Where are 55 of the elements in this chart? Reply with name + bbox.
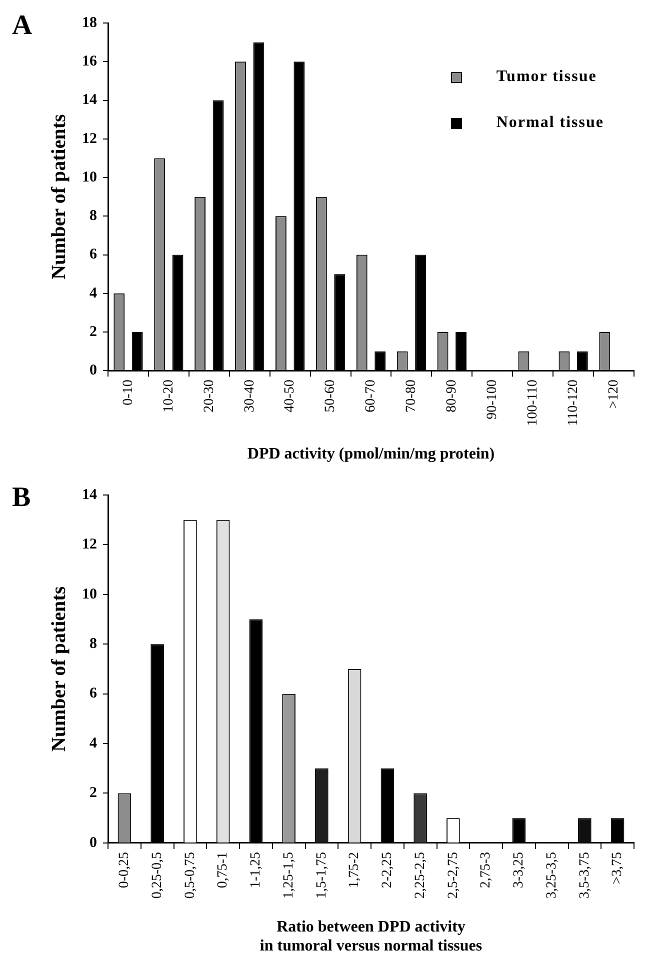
- y-tick-label: 0: [90, 362, 97, 379]
- x-tick-label: 3,25-3,5: [544, 852, 560, 899]
- legend-label: Normal tissue: [496, 114, 604, 132]
- x-tick-label: 100-110: [526, 380, 541, 426]
- x-tick-label: 2,75-3: [478, 852, 494, 888]
- legend-label: Tumor tissue: [496, 68, 597, 86]
- y-tick-label: 4: [90, 285, 98, 302]
- x-tick-label: 3-3,25: [512, 852, 527, 888]
- x-tick-label: 40-50: [282, 380, 298, 412]
- x-tick-label: 0-10: [120, 380, 136, 406]
- y-tick-label: 14: [82, 92, 98, 108]
- x-tick-label: 0-0,25: [117, 852, 132, 888]
- y-tick-label: 6: [90, 246, 98, 263]
- y-tick-label: 0: [90, 834, 97, 851]
- x-tick-label: 1,5-1,75: [314, 852, 330, 899]
- x-tick-label: 0,75-1: [216, 852, 231, 888]
- y-axis-title: Number of patients: [48, 114, 70, 280]
- chart-title: B: [12, 482, 31, 514]
- y-tick-label: 8: [90, 208, 97, 224]
- y-axis-title: Number of patients: [48, 586, 70, 752]
- x-tick-label: 50-60: [323, 380, 338, 412]
- y-tick-label: 10: [82, 169, 97, 186]
- y-tick-label: 14: [82, 486, 98, 503]
- y-tick-label: 2: [90, 324, 97, 340]
- x-tick-label: 30-40: [242, 380, 258, 412]
- x-tick-label: >120: [606, 380, 622, 409]
- y-tick-label: 12: [82, 130, 97, 147]
- y-tick-label: 4: [90, 735, 98, 752]
- x-tick-label: >3,75: [610, 852, 626, 884]
- x-tick-label: 2,5-2,75: [446, 852, 461, 899]
- x-axis-title: DPD activity (pmol/min/mg protein): [247, 446, 495, 463]
- y-tick-label: 12: [82, 536, 97, 553]
- x-tick-label: 1-1,25: [248, 852, 264, 888]
- y-tick-label: 16: [82, 54, 98, 70]
- y-tick-label: 2: [90, 785, 97, 802]
- x-tick-label: 80-90: [444, 380, 460, 412]
- x-tick-label: 20-30: [202, 380, 217, 412]
- x-tick-label: 110-120: [566, 380, 581, 426]
- x-tick-label: 90-100: [485, 380, 500, 420]
- x-tick-label: 1,25-1,5: [281, 852, 296, 899]
- y-tick-label: 10: [82, 586, 97, 602]
- x-tick-label: 0,25-0,5: [150, 852, 165, 899]
- x-tick-label: 3,5-3,75: [577, 852, 592, 899]
- x-tick-label: 2-2,25: [380, 852, 396, 888]
- y-tick-label: 18: [82, 14, 97, 31]
- x-tick-label: 2,25-2,5: [412, 852, 428, 899]
- x-tick-label: 1,75-2: [347, 852, 362, 888]
- y-tick-label: 8: [90, 636, 97, 652]
- x-tick-label: 0,5-0,75: [182, 852, 198, 899]
- chart-title: A: [12, 10, 32, 42]
- x-axis-title: Ratio between DPD activity in tumoral versus normal tissues: [260, 918, 482, 955]
- x-tick-label: 70-80: [404, 380, 420, 412]
- x-tick-label: 10-20: [161, 380, 176, 412]
- y-tick-label: 6: [90, 686, 98, 702]
- x-tick-label: 60-70: [364, 380, 379, 412]
